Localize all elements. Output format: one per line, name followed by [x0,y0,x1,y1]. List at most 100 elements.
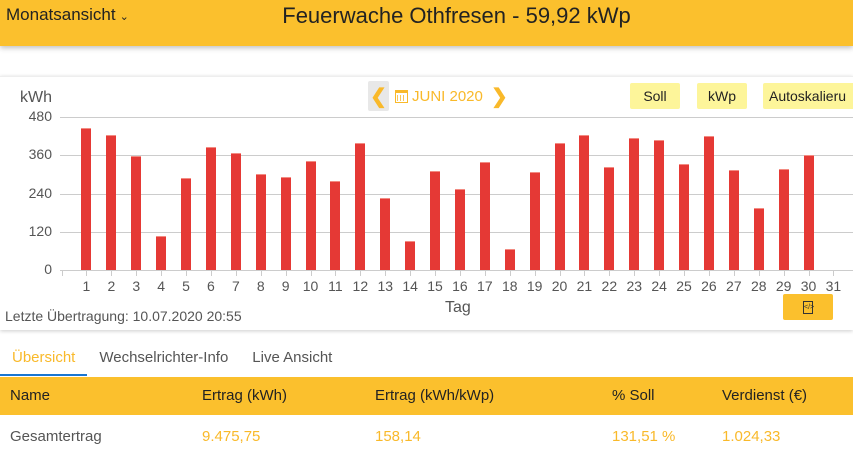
x-tick-label: 5 [182,278,190,294]
bar-day-17[interactable] [479,161,490,270]
x-tick-label: 22 [601,278,618,294]
kwp-toggle-button[interactable]: kWp [697,83,747,109]
x-tick-label: 6 [207,278,215,294]
bar-day-24[interactable] [654,139,665,270]
x-tick [210,271,212,276]
x-tick [708,271,710,276]
bar-day-19[interactable] [529,172,540,270]
x-tick-label: 11 [328,278,343,294]
bar-day-9[interactable] [280,176,291,270]
y-tick-label: 120 [28,222,52,239]
chart-card: kWh ❮ JUNI 2020 ❯ Soll kWp Autoskalieru … [0,76,853,330]
bar-day-29[interactable] [778,168,789,270]
x-tick [285,271,287,276]
tab-bar: Übersicht Wechselrichter-Info Live Ansic… [0,344,344,376]
x-tick [360,271,362,276]
x-tick [833,271,835,276]
column-header-ertrag-kwh-kwp: Ertrag (kWh/kWp) [375,387,495,404]
soll-toggle-button[interactable]: Soll [630,83,680,109]
bar-day-10[interactable] [305,160,316,270]
bar-day-16[interactable] [454,189,465,270]
bar-day-26[interactable] [703,136,714,270]
x-tick [659,271,661,276]
x-tick [62,271,63,276]
y-tick-label: 360 [28,146,52,163]
x-tick [808,271,810,276]
tab-live-ansicht[interactable]: Live Ansicht [252,349,333,366]
x-tick-label: 21 [576,278,593,294]
bar-day-2[interactable] [106,134,117,270]
bar-day-7[interactable] [230,153,241,270]
bar-day-18[interactable] [504,249,515,270]
x-tick [111,271,113,276]
bar-day-11[interactable] [330,181,341,270]
bar-day-13[interactable] [380,197,391,270]
bar-day-28[interactable] [753,207,764,270]
bar-day-1[interactable] [81,128,92,270]
bar-day-30[interactable] [803,154,814,270]
bar-day-25[interactable] [679,164,690,270]
x-tick [758,271,760,276]
x-tick-label: 16 [452,278,468,294]
x-tick-label: 1 [82,278,91,294]
tab-wechselrichter-info[interactable]: Wechselrichter-Info [99,349,229,366]
autoscale-toggle-button[interactable]: Autoskalieru [763,83,853,109]
bar-day-6[interactable] [205,146,216,270]
bar-day-3[interactable] [131,155,142,270]
x-tick-label: 7 [231,278,240,294]
x-tick-label: 25 [676,278,692,294]
x-tick [310,271,312,276]
view-select-dropdown[interactable]: Monatsansicht ⌄ [6,5,129,25]
x-tick-label: 9 [281,278,290,294]
y-tick-label: 480 [28,108,52,124]
x-tick-label: 15 [427,278,443,294]
export-button[interactable]: </> [783,294,833,320]
x-tick [609,271,611,276]
bar-day-12[interactable] [355,142,366,270]
y-axis-unit: kWh [20,89,52,106]
x-tick [783,271,785,276]
previous-month-button[interactable]: ❮ [368,81,389,111]
x-tick-label: 4 [157,278,166,294]
column-header-name: Name [10,387,51,404]
x-tick [459,271,461,276]
gridline [60,155,853,157]
x-tick [235,271,237,276]
top-bar: Monatsansicht ⌄ Feuerwache Othfresen - 5… [0,0,853,46]
month-picker[interactable]: JUNI 2020 [389,88,489,105]
x-tick-label: 30 [800,278,817,294]
bar-day-21[interactable] [579,134,590,270]
table-header: Name Ertrag (kWh) Ertrag (kWh/kWp) % Sol… [0,377,853,415]
x-tick [335,271,337,276]
chevron-left-icon: ❮ [370,85,387,108]
calendar-icon [395,89,408,103]
bar-day-27[interactable] [728,169,739,270]
x-tick-label: 2 [107,278,116,294]
cell-name: Gesamtertrag [10,428,102,445]
bar-day-23[interactable] [629,137,640,270]
x-tick-label: 14 [402,278,418,294]
bar-day-8[interactable] [255,174,266,270]
x-tick [509,271,511,276]
bar-day-15[interactable] [430,170,441,270]
x-tick [435,271,437,276]
cell-verdienst: 1.024,33 [722,428,781,445]
cell-ertrag-kwh-kwp: 158,14 [375,428,421,445]
next-month-button[interactable]: ❯ [489,81,510,111]
x-tick-label: 13 [377,278,394,294]
x-axis-title: Tag [445,299,471,316]
bar-day-22[interactable] [604,167,615,270]
x-tick-label: 26 [701,278,717,294]
x-tick [186,271,188,276]
x-tick-label: 19 [526,278,543,294]
column-header-ertrag-kwh: Ertrag (kWh) [202,387,288,404]
x-tick [136,271,138,276]
x-tick-label: 8 [256,278,265,294]
bar-day-4[interactable] [156,235,167,270]
tab-uebersicht[interactable]: Übersicht [0,344,88,376]
y-tick-label: 240 [28,184,52,201]
bar-day-20[interactable] [554,142,565,270]
bar-day-14[interactable] [405,240,416,270]
x-tick [534,271,536,276]
bar-day-5[interactable] [181,178,192,270]
